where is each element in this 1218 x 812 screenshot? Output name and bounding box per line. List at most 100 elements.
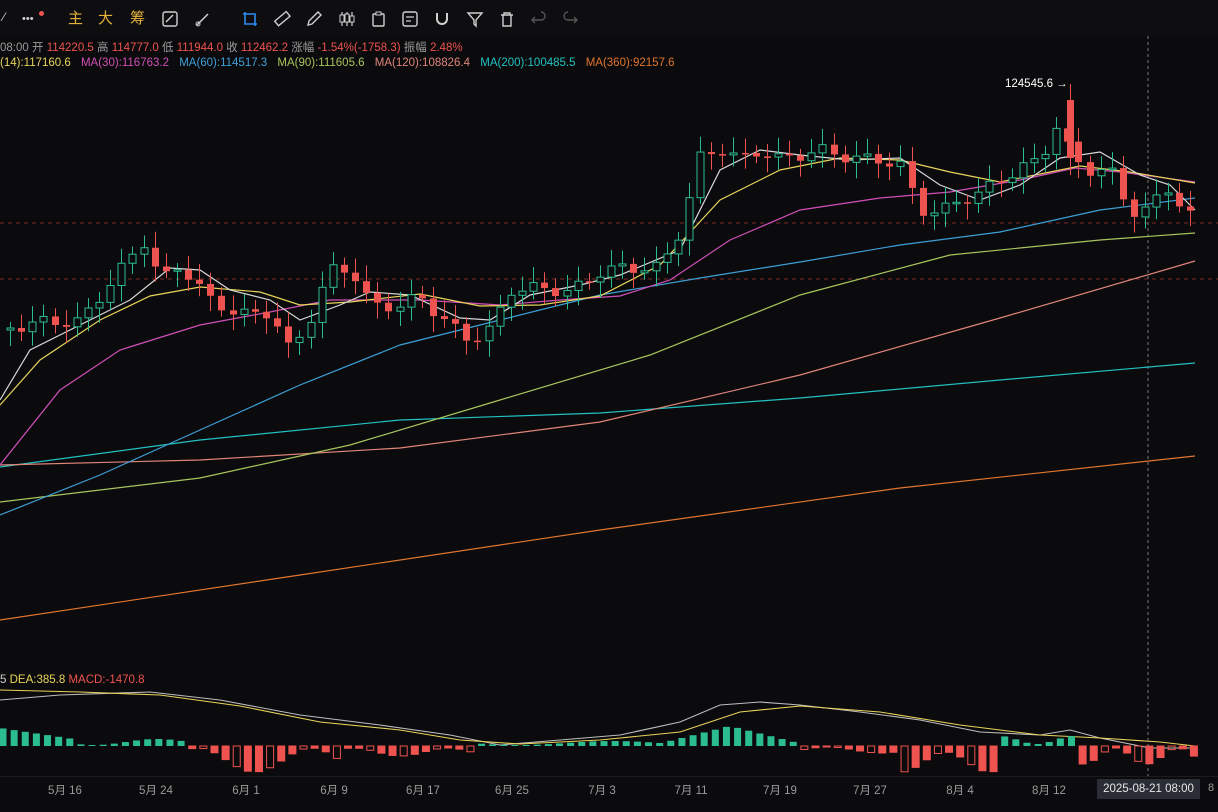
paste-icon[interactable] — [369, 9, 389, 29]
macd-histogram-bar — [700, 732, 708, 746]
macd-histogram-bar — [1023, 742, 1031, 746]
candle-body-up — [607, 265, 616, 278]
candle-body-up — [1052, 127, 1061, 155]
candle-body-up — [307, 321, 316, 338]
macd-histogram-bar — [844, 745, 853, 750]
macd-histogram-bar — [800, 745, 809, 750]
notification-dot — [39, 11, 44, 16]
low-value: 111944.0 — [176, 42, 224, 54]
candle-body-down — [363, 281, 370, 293]
trash-icon[interactable] — [497, 9, 517, 29]
candle-body-down — [374, 292, 381, 303]
macd-histogram-bar — [745, 730, 753, 746]
candle-body-up — [95, 301, 104, 309]
macd-histogram-bar — [144, 739, 152, 746]
undo-icon[interactable] — [529, 9, 549, 29]
redo-icon[interactable] — [560, 9, 580, 29]
candle-body-up — [318, 286, 327, 323]
macd-histogram-bar — [978, 745, 987, 772]
macd-histogram-bar — [1067, 736, 1075, 746]
magnet-icon[interactable] — [432, 9, 452, 29]
macd-histogram-bar — [121, 742, 129, 746]
drawing-brush-icon[interactable] — [193, 9, 213, 29]
macd-histogram-bar — [645, 742, 653, 746]
macd-histogram-bar — [21, 731, 29, 746]
macd-histogram-bar — [266, 745, 275, 769]
candle-body-up — [574, 280, 583, 291]
x-tick-label: 8月 12 — [1032, 785, 1066, 797]
macd-histogram-bar — [0, 728, 7, 746]
macd-histogram-bar — [288, 745, 297, 755]
bar-time: 08:00 — [0, 42, 29, 54]
ma-line-ma7 — [0, 149, 1196, 401]
candle-body-down — [441, 316, 448, 320]
ma-line-ma90 — [0, 232, 1196, 503]
macd-histogram-bar — [489, 744, 497, 746]
macd-histogram-bar — [444, 745, 453, 749]
macd-histogram-bar — [88, 744, 96, 746]
candle-body-up — [240, 308, 249, 315]
candle-body-down — [1131, 199, 1138, 217]
candle-body-down — [207, 283, 214, 296]
macd-histogram-bar — [911, 745, 920, 768]
x-tick-label: 6月 1 — [232, 785, 260, 797]
ruler-icon[interactable] — [272, 9, 292, 29]
tab-big[interactable]: 大 — [98, 10, 114, 27]
candlestick-type-icon[interactable] — [337, 9, 357, 29]
macd-histogram-bar — [344, 745, 353, 749]
macd-histogram-bar — [55, 736, 63, 746]
macd-histogram-bar — [1100, 745, 1109, 753]
x-tick-label: 6月 9 — [320, 785, 348, 797]
candle-body-up — [1097, 168, 1106, 177]
candle-body-down — [163, 266, 170, 272]
candle-body-down — [797, 155, 804, 161]
pencil-icon[interactable] — [304, 9, 324, 29]
macd-histogram-bar — [321, 745, 330, 753]
tab-main[interactable]: 主 — [68, 10, 84, 27]
candle-body-down — [285, 326, 292, 343]
candle-body-down — [1176, 192, 1183, 207]
macd-histogram-bar — [1078, 745, 1087, 765]
candle-body-down — [274, 318, 281, 327]
candle-body-down — [52, 316, 59, 325]
candle-body-down — [1087, 162, 1094, 176]
filter-icon[interactable] — [465, 9, 485, 29]
x-tick-label: 7月 27 — [853, 785, 887, 797]
candle-body-up — [329, 264, 338, 288]
macd-histogram-bar — [433, 745, 442, 750]
candle-body-up — [774, 153, 783, 158]
collapse-icon[interactable]: ⁄ — [3, 10, 6, 24]
ma30-legend: MA(30):116763.2 — [80, 57, 169, 69]
ohlc-legend: 08:00 开 114220.5 高 114777.0 低 111944.0 收… — [0, 39, 463, 54]
x-axis-separator — [0, 776, 1218, 777]
candle-body-up — [1108, 167, 1117, 171]
ma-line-ma360 — [0, 455, 1196, 621]
x-tick-label: 7月 3 — [588, 785, 616, 797]
macd-histogram-bar — [355, 745, 364, 749]
candle-body-down — [831, 144, 838, 155]
annotation-icon[interactable] — [400, 9, 420, 29]
edit-indicator-icon[interactable] — [160, 9, 180, 29]
macd-histogram-bar — [833, 745, 842, 748]
macd-histogram-bar — [522, 744, 530, 746]
macd-histogram-bar — [32, 733, 40, 746]
macd-histogram-bar — [811, 745, 820, 749]
macd-histogram-bar — [622, 741, 630, 746]
candle-body-up — [985, 180, 994, 193]
macd-histogram-bar — [778, 739, 786, 746]
candle-body-down — [764, 156, 771, 158]
candle-body-down — [1120, 168, 1127, 200]
candle-body-up — [674, 239, 683, 255]
ma-line-ma120 — [0, 260, 1196, 466]
candle-body-up — [1019, 162, 1028, 179]
low-label: 低 — [162, 42, 174, 54]
crop-select-icon[interactable] — [240, 9, 260, 29]
tab-chips[interactable]: 筹 — [130, 10, 146, 27]
more-menu-button[interactable]: ••• — [22, 13, 34, 25]
ma-legend: (14):117160.6 MA(30):116763.2 MA(60):114… — [0, 57, 682, 71]
x-tick-label: 5月 16 — [48, 785, 82, 797]
candle-body-up — [518, 290, 527, 296]
candle-body-down — [1187, 206, 1194, 211]
candle-body-down — [263, 311, 270, 319]
